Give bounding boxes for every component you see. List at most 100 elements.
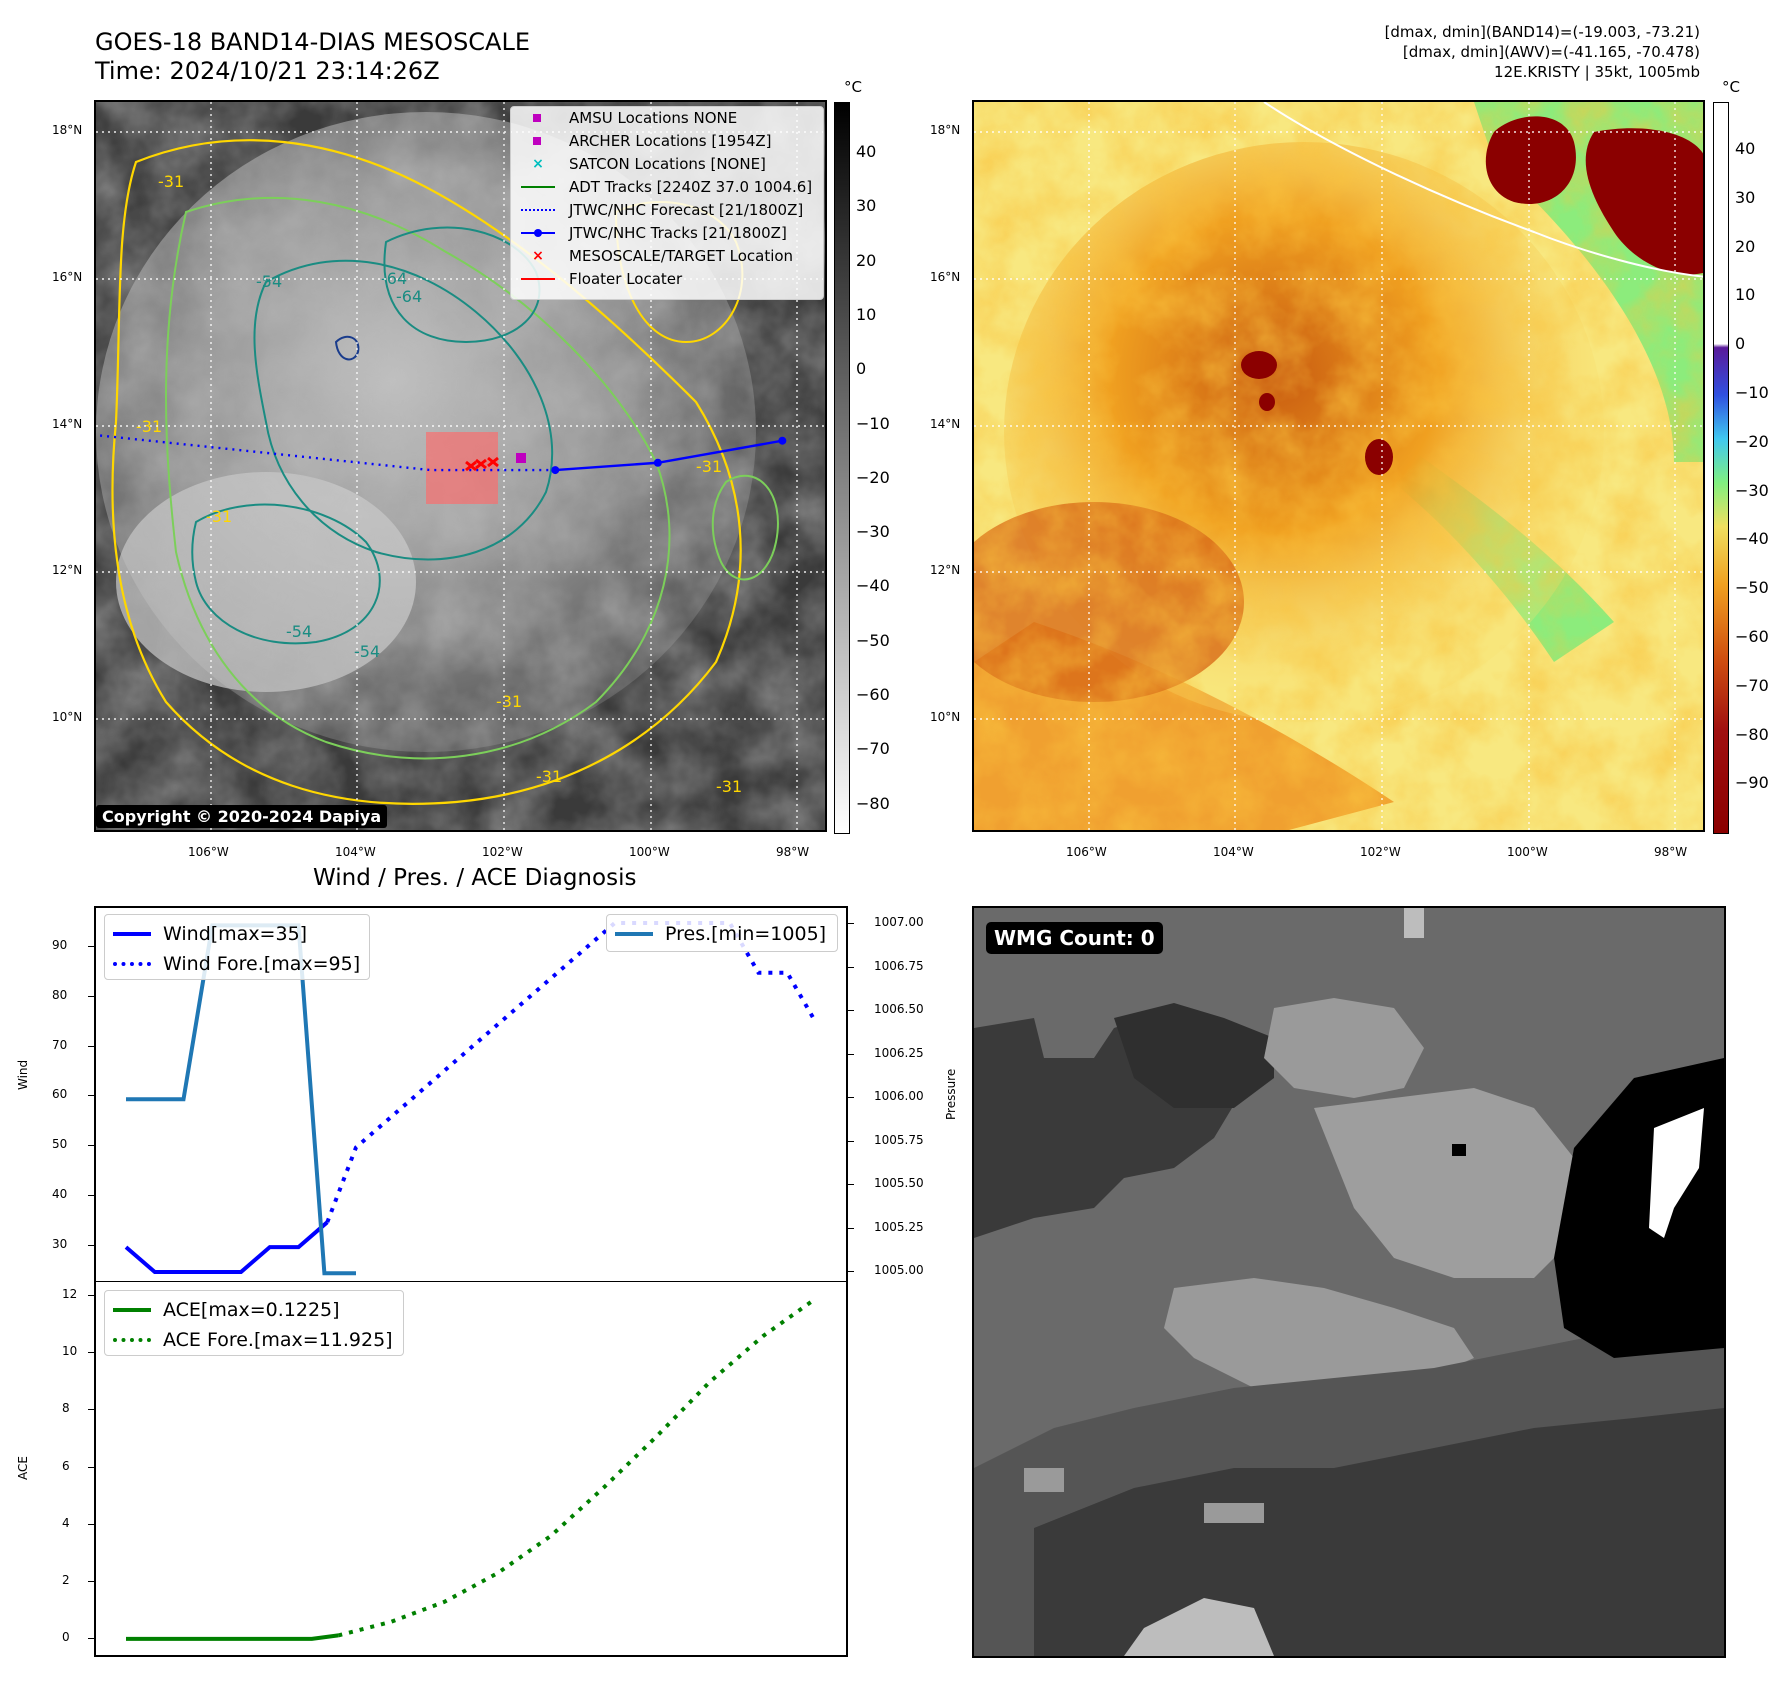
wind-tick-mark <box>88 1095 94 1097</box>
ir-contour-label: -31 <box>496 692 522 711</box>
ir-contour-label: -64 <box>396 287 422 306</box>
ir-contour-label: -31 <box>136 417 162 436</box>
ace-tick-mark <box>88 1409 94 1411</box>
ace-chart: ACE[max=0.1225] ACE Fore.[max=11.925] <box>94 1281 848 1657</box>
ace-y-tick: 2 <box>62 1572 70 1587</box>
pressure-axis-label: Pressure <box>944 1068 958 1120</box>
ir-colorbar-tick: −60 <box>856 685 890 704</box>
ir-contour-label: -54 <box>286 622 312 641</box>
wmg-count-label: WMG Count: 0 <box>986 922 1163 954</box>
ir-colorbar-tick: 30 <box>856 196 877 216</box>
legend-item-satcon: × SATCON Locations [NONE] <box>521 153 766 175</box>
ir-contour-label: -31 <box>536 767 562 786</box>
ir-contour-label: -31 <box>696 457 722 476</box>
pressure-y-tick: 1006.75 <box>874 958 924 973</box>
legend-label: JTWC/NHC Tracks [21/1800Z] <box>569 224 787 242</box>
ir-legend: AMSU Locations NONE ARCHER Locations [19… <box>510 106 824 300</box>
pressure-tick-mark <box>848 1053 854 1055</box>
lon-label: 100°W <box>1507 845 1548 859</box>
legend-item-pressure: Pres.[min=1005] <box>615 919 829 949</box>
ir-contour-label: -31 <box>158 172 184 191</box>
jtwc-track-point <box>551 466 560 475</box>
pressure-tick-mark <box>848 1010 854 1012</box>
dotted-line-icon <box>113 1338 151 1342</box>
wind-axis-label: Wind <box>16 1059 30 1090</box>
pressure-y-tick: 1006.50 <box>874 1002 924 1017</box>
ace-tick-mark <box>88 1523 94 1525</box>
legend-item-archer: ARCHER Locations [1954Z] <box>521 130 772 152</box>
wind-y-tick: 60 <box>52 1087 68 1102</box>
wind-tick-mark <box>88 1245 94 1247</box>
lon-label: 102°W <box>1360 845 1401 859</box>
line-icon <box>113 1308 151 1312</box>
ir-map-panel: -64 -64 -54 -54 -54 -31 -31 -31 -31 -31 … <box>94 100 827 832</box>
wind-pressure-chart: Wind[max=35] Wind Fore.[max=95] Pres.[mi… <box>94 906 848 1282</box>
legend-label: JTWC/NHC Forecast [21/1800Z] <box>569 201 804 219</box>
awv-colorbar-tick: 40 <box>1735 139 1756 158</box>
ace-tick-mark <box>88 1352 94 1354</box>
ace-forecast-line <box>337 1296 818 1638</box>
lat-label: 18°N <box>930 123 961 137</box>
legend-item-adt: ADT Tracks [2240Z 37.0 1004.6] <box>521 176 812 198</box>
ir-title-line1: GOES-18 BAND14-DIAS MESOSCALE <box>95 28 531 56</box>
lat-label: 10°N <box>52 710 83 724</box>
legend-item-forecast: JTWC/NHC Forecast [21/1800Z] <box>521 199 803 221</box>
awv-colorbar-tick: −60 <box>1735 627 1769 646</box>
pressure-tick-mark <box>848 1140 854 1142</box>
legend-item-ace-forecast: ACE Fore.[max=11.925] <box>113 1325 395 1355</box>
lon-label: 100°W <box>629 845 670 859</box>
legend-label: Wind[max=35] <box>163 923 308 945</box>
awv-colorbar-unit: °C <box>1722 78 1740 96</box>
legend-label: Pres.[min=1005] <box>665 923 827 945</box>
ir-contour-label: -64 <box>381 269 407 288</box>
jtwc-track-points <box>551 436 787 475</box>
lat-label: 12°N <box>52 563 83 577</box>
ir-colorbar-tick: −80 <box>856 793 890 813</box>
legend-label: ACE Fore.[max=11.925] <box>163 1329 393 1351</box>
ace-tick-mark <box>88 1637 94 1639</box>
ir-colorbar-tick: 20 <box>856 250 877 270</box>
ir-colorbar-tick: −20 <box>856 467 890 487</box>
lon-label: 106°W <box>188 845 229 859</box>
ace-plot <box>126 1296 818 1641</box>
awv-colorbar-tick: 0 <box>1735 334 1746 354</box>
awv-colorbar-tick: −50 <box>1735 578 1769 598</box>
awv-colorbar-tick: −40 <box>1735 529 1769 549</box>
ir-colorbar-tick: 0 <box>856 359 867 379</box>
ace-y-tick: 10 <box>62 1344 78 1359</box>
square-icon <box>521 111 555 125</box>
legend-item-tracks: JTWC/NHC Tracks [21/1800Z] <box>521 222 787 244</box>
ir-contour-label: -54 <box>256 272 282 291</box>
floater-box <box>426 432 498 504</box>
awv-map-panel <box>972 100 1705 832</box>
ir-colorbar-tick: −50 <box>856 630 890 650</box>
awv-info-line2: [dmax, dmin](AWV)=(-41.165, -70.478) <box>1402 43 1700 61</box>
jtwc-track-point <box>653 458 662 467</box>
legend-item-ace: ACE[max=0.1225] <box>113 1295 395 1325</box>
pressure-tick-mark <box>848 923 854 925</box>
pressure-y-tick: 1005.75 <box>874 1132 924 1147</box>
lat-label: 16°N <box>52 270 83 284</box>
pressure-legend: Pres.[min=1005] <box>606 914 838 952</box>
wind-series-line <box>124 1220 329 1274</box>
ace-tick-mark <box>88 1295 94 1297</box>
pressure-tick-mark <box>848 966 854 968</box>
ir-colorbar-tick: 40 <box>856 142 877 161</box>
ir-contour-label: -54 <box>354 642 380 661</box>
awv-colorbar-tick: 20 <box>1735 236 1756 256</box>
diagnosis-title: Wind / Pres. / ACE Diagnosis <box>313 865 637 891</box>
lon-label: 98°W <box>776 845 810 859</box>
x-marker-icon: × <box>532 156 544 172</box>
ace-y-tick: 0 <box>62 1629 70 1644</box>
ace-y-tick: 4 <box>62 1515 70 1530</box>
lon-label: 98°W <box>1654 845 1688 859</box>
wmg-panel: WMG Count: 0 <box>972 906 1726 1658</box>
wind-tick-mark <box>88 995 94 997</box>
lon-label: 102°W <box>482 845 523 859</box>
awv-colorbar-tick: −70 <box>1735 675 1769 695</box>
awv-colorbar-tick: −20 <box>1735 431 1769 451</box>
square-icon <box>521 134 555 148</box>
ace-y-tick: 6 <box>62 1458 70 1473</box>
dotted-line-icon <box>521 203 555 217</box>
legend-label: ACE[max=0.1225] <box>163 1299 340 1321</box>
